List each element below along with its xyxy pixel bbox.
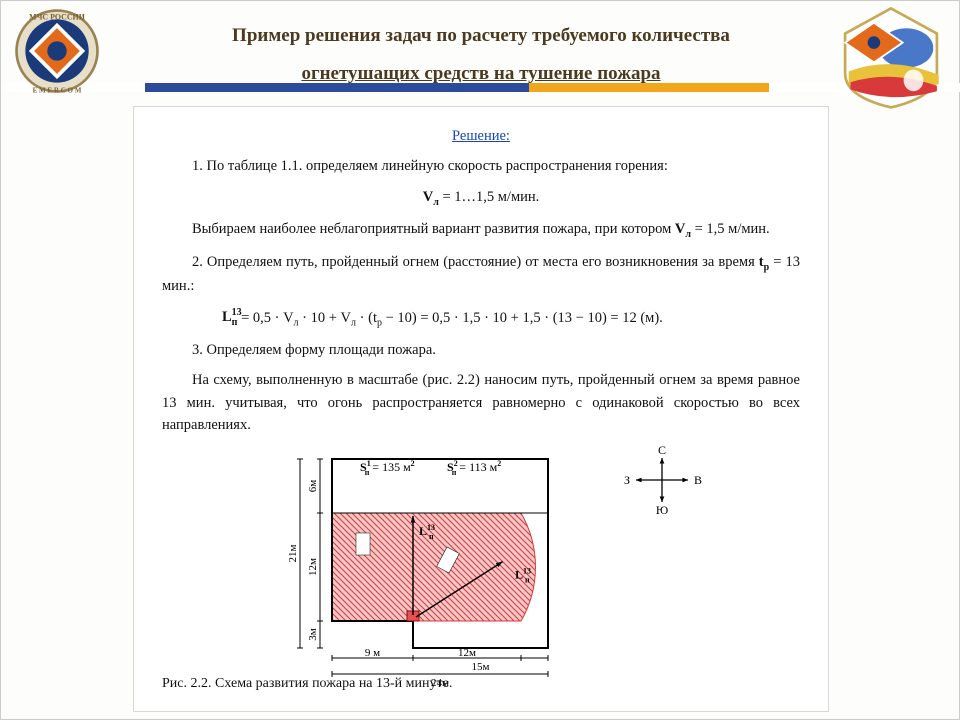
p2a: Выбираем наиболее неблагоприятный вариан… xyxy=(192,221,675,237)
svg-text:21м: 21м xyxy=(287,544,299,562)
page-title: Пример решения задач по расчету требуемо… xyxy=(131,17,831,93)
svg-text:6м: 6м xyxy=(307,479,319,492)
f2m: · 10 + V xyxy=(299,309,351,325)
f2L: L xyxy=(222,309,232,325)
svg-text:12м: 12м xyxy=(458,647,476,659)
para-3: 2. Определяем путь, пройденный огнем (ра… xyxy=(162,251,800,298)
solution-heading: Решение: xyxy=(452,128,510,144)
compass-rose: C Ю В З xyxy=(622,445,702,515)
emblem-mchs-left: МЧС РОССИИ E M E R C O M xyxy=(13,7,101,95)
svg-text:Ю: Ю xyxy=(656,503,668,517)
title-line-1: Пример решения задач по расчету требуемо… xyxy=(232,25,730,46)
svg-text:C: C xyxy=(658,443,666,457)
f1-rest: = 1…1,5 м/мин. xyxy=(439,189,539,205)
para-5: На схему, выполненную в масштабе (рис. 2… xyxy=(162,369,800,436)
p2b: = 1,5 м/мин. xyxy=(691,221,770,237)
document-sheet: Решение: 1. По таблице 1.1. определяем л… xyxy=(133,106,829,712)
f2m2: · (t xyxy=(356,309,377,325)
formula-2: L13п = 0,5 · Vл · 10 + Vл · (tр − 10) = … xyxy=(222,306,800,331)
f2b1: = 0,5 · V xyxy=(237,309,293,325)
svg-text:9 м: 9 м xyxy=(365,647,380,659)
svg-text:3м: 3м xyxy=(307,628,319,641)
svg-text:E M E R C O M: E M E R C O M xyxy=(33,86,82,94)
svg-text:В: В xyxy=(694,473,702,487)
f2e: − 10) = 0,5 · 1,5 · 10 + 1,5 · (13 − 10)… xyxy=(382,309,663,325)
title-line-2: огнетушащих средств на тушение пожара xyxy=(301,63,660,84)
svg-text:З: З xyxy=(624,473,630,487)
para-4: 3. Определяем форму площади пожара. xyxy=(162,339,800,361)
p2v: V xyxy=(675,221,685,237)
figure-wrap: 6м12м3м21м9 м12м15м24мS1п = 135 м2S2п = … xyxy=(162,445,800,665)
para-1: 1. По таблице 1.1. определяем линейную с… xyxy=(162,155,800,177)
svg-text:12м: 12м xyxy=(307,558,319,576)
figure-caption: Рис. 2.2. Схема развития пожара на 13-й … xyxy=(162,673,800,695)
svg-text:S2п = 113 м2: S2п = 113 м2 xyxy=(447,459,501,477)
p3a: 2. Определяем путь, пройденный огнем (ра… xyxy=(192,254,759,270)
f1-v: V xyxy=(423,189,433,205)
svg-text:15м: 15м xyxy=(472,661,490,673)
svg-text:МЧС РОССИИ: МЧС РОССИИ xyxy=(29,12,86,21)
svg-text:S1п = 135 м2: S1п = 135 м2 xyxy=(360,459,415,477)
formula-1: Vл = 1…1,5 м/мин. xyxy=(162,186,800,210)
para-2: Выбираем наиболее неблагоприятный вариан… xyxy=(162,218,800,242)
emblem-regional-right xyxy=(831,3,951,111)
fire-diagram: 6м12м3м21м9 м12м15м24мS1п = 135 м2S2п = … xyxy=(260,445,600,665)
